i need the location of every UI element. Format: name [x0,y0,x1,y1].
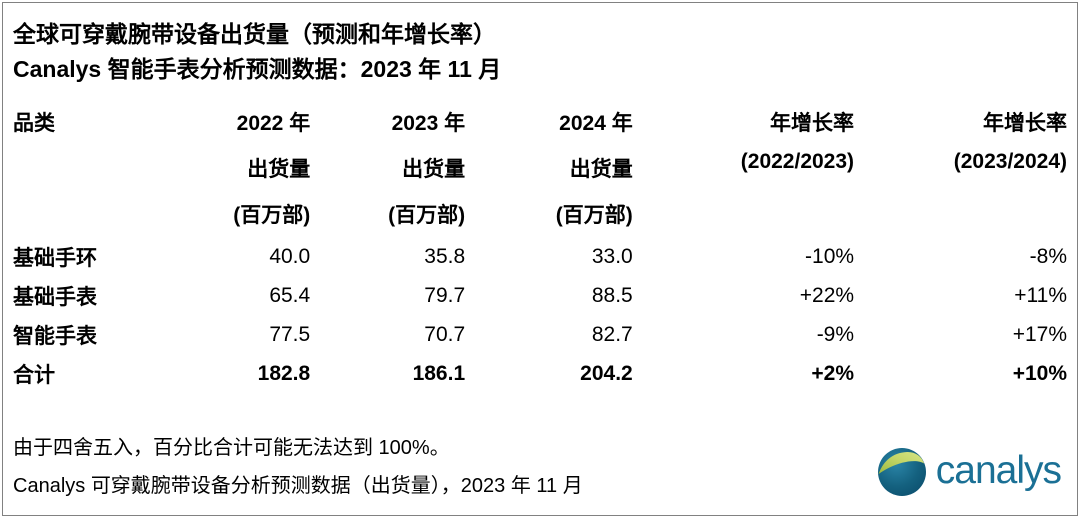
table-row-smart-watch: 智能手表 77.5 70.7 82.7 -9% +17% [13,315,1067,354]
cell-2023-value: 79.7 [424,283,466,307]
row-category: 智能手表 [13,324,97,348]
col-2022-year: 2022 年 [236,112,311,135]
cell-growth2-value: -8% [1029,244,1067,268]
row-category: 基础手表 [13,285,97,309]
table-row-total: 合计 182.8 186.1 204.2 +2% +10% [13,354,1067,393]
col-header-2022: 2022 年 出货量 (百万部) [161,99,311,237]
cell-2022-value: 77.5 [269,322,311,346]
cell-2023-value: 35.8 [424,244,466,268]
col-header-growth-2023-2024: 年增长率 (2023/2024) [854,99,1067,237]
col-2024-year: 2024 年 [559,112,633,135]
cell-growth1-value: +2% [811,361,855,385]
col-2022-unit: (百万部) [233,204,311,227]
canalys-logo-text: canalys [935,448,1062,492]
cell-2024-value: 33.0 [591,244,633,268]
footnotes: 由于四舍五入，百分比合计可能无法达到 100%。 Canalys 可穿戴腕带设备… [13,429,1067,505]
col-2023-year: 2023 年 [391,112,466,135]
growth1-label: 年增长率 [770,112,855,135]
cell-2024-value: 88.5 [591,283,633,307]
growth1-period: (2022/2023) [740,150,855,173]
col-header-2023: 2023 年 出货量 (百万部) [310,99,465,237]
page-subtitle: Canalys 智能手表分析预测数据：2023 年 11 月 [13,56,502,82]
col-2024-unit: (百万部) [555,204,633,227]
shipment-table: 品类 2022 年 出货量 (百万部) 2023 年 出货量 (百万部) 202… [13,99,1067,393]
title-block: 全球可穿戴腕带设备出货量（预测和年增长率） Canalys 智能手表分析预测数据… [13,17,1067,87]
cell-2022-value: 182.8 [257,361,311,385]
row-category: 合计 [13,363,55,387]
cell-2023-value: 186.1 [412,361,466,385]
col-header-category-label: 品类 [13,112,55,135]
cell-2022-value: 40.0 [269,244,311,268]
row-category: 基础手环 [13,246,97,270]
cell-growth2-value: +10% [1012,361,1067,385]
cell-2023-value: 70.7 [424,322,466,346]
page-title: 全球可穿戴腕带设备出货量（预测和年增长率） [13,21,496,47]
cell-growth1-value: -9% [816,322,855,346]
table-row-basic-band: 基础手环 40.0 35.8 33.0 -10% -8% [13,237,1067,276]
cell-growth2-value: +11% [1014,283,1067,307]
growth2-label: 年增长率 [983,112,1067,135]
col-2022-metric: 出货量 [247,158,311,181]
col-2023-metric: 出货量 [402,158,466,181]
table-row-basic-watch: 基础手表 65.4 79.7 88.5 +22% +11% [13,276,1067,315]
cell-growth1-value: -10% [805,244,855,268]
canalys-globe-icon [877,448,926,496]
growth2-period: (2023/2024) [953,150,1067,173]
footnote-rounding: 由于四舍五入，百分比合计可能无法达到 100%。 [13,437,450,459]
cell-2024-value: 204.2 [580,361,633,385]
canalys-logo: canalys [877,447,1062,497]
col-header-category: 品类 [13,99,161,237]
col-2024-metric: 出货量 [569,158,633,181]
col-2023-unit: (百万部) [388,204,466,227]
cell-growth2-value: +17% [1012,322,1067,346]
footnote-source: Canalys 可穿戴腕带设备分析预测数据（出货量），2023 年 11 月 [13,475,583,497]
cell-2024-value: 82.7 [591,322,633,346]
table-header-row: 品类 2022 年 出货量 (百万部) 2023 年 出货量 (百万部) 202… [13,99,1067,237]
col-header-2024: 2024 年 出货量 (百万部) [465,99,633,237]
cell-2022-value: 65.4 [269,283,311,307]
cell-growth1-value: +22% [799,283,855,307]
col-header-growth-2022-2023: 年增长率 (2022/2023) [633,99,854,237]
